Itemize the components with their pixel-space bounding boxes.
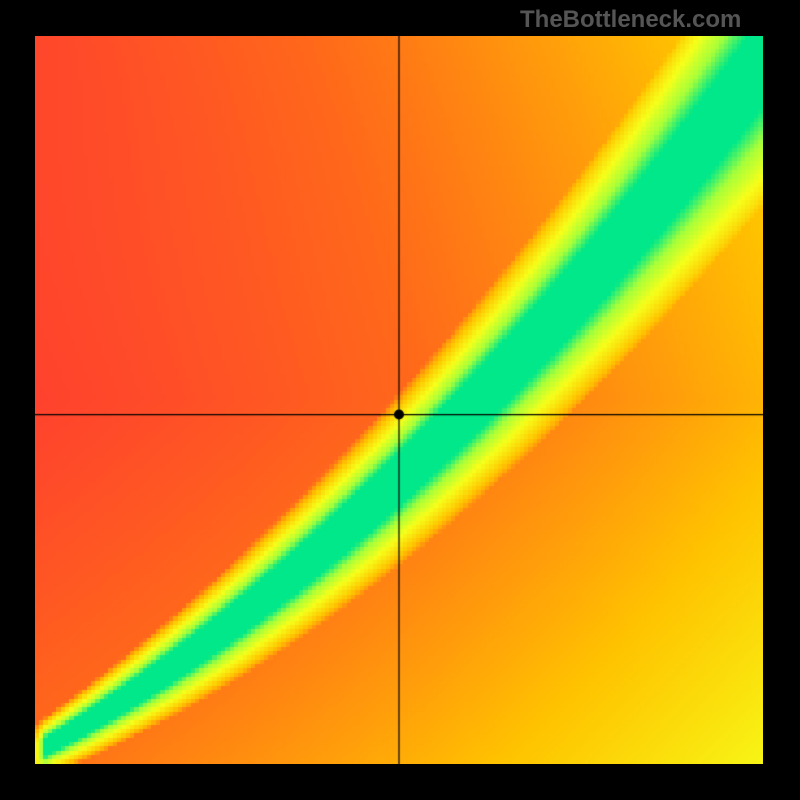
bottleneck-heatmap bbox=[35, 36, 763, 764]
chart-container: { "watermark": { "text": "TheBottleneck.… bbox=[0, 0, 800, 800]
watermark-text: TheBottleneck.com bbox=[520, 6, 741, 34]
